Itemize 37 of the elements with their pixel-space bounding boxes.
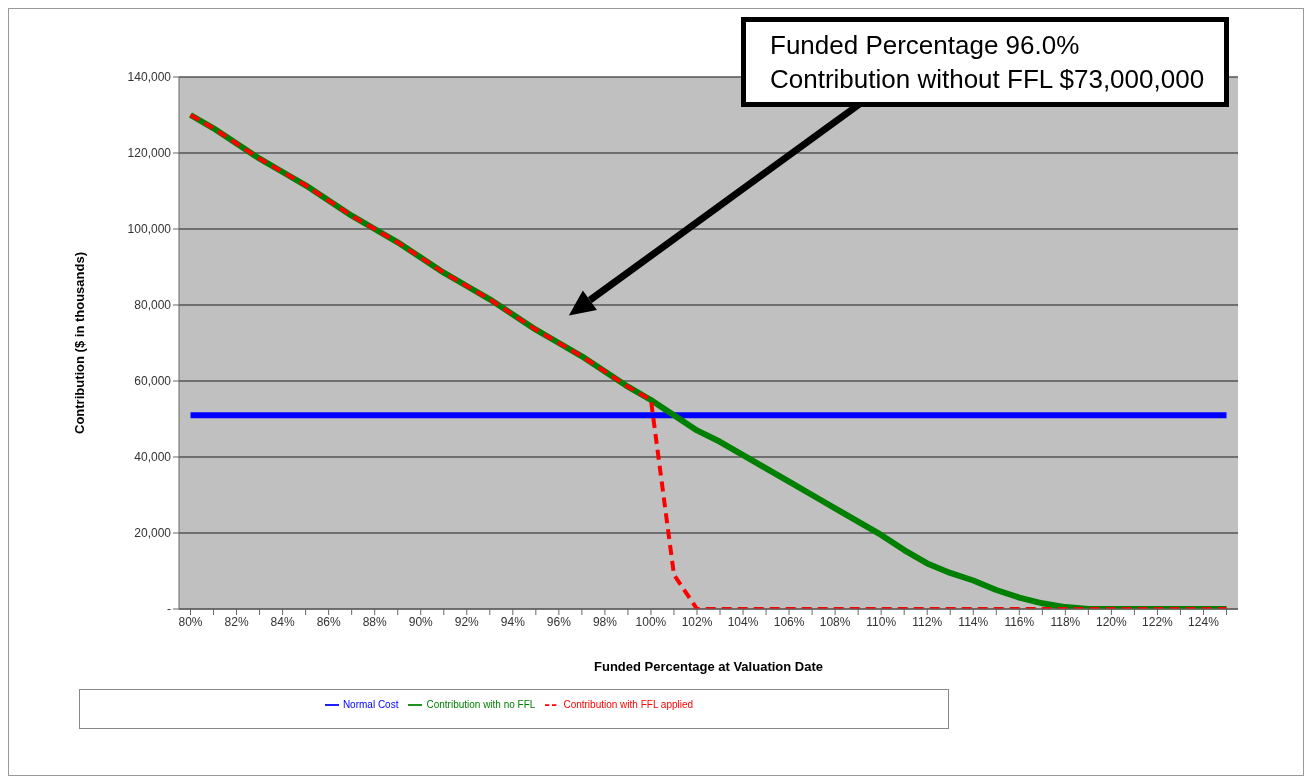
x-tick-label: 94% [500,614,526,629]
x-tick-label: 90% [408,614,434,629]
x-tick-label: 84% [270,614,295,629]
y-tick-label: 140,000 [127,70,172,85]
x-tick-label: 112% [912,614,943,629]
x-tick-label: 92% [454,614,480,629]
x-tick-label: 116% [1004,614,1035,629]
x-tick-label: 114% [958,614,989,629]
y-tick-label: 20,000 [134,526,172,541]
x-tick-label: 86% [316,614,341,629]
x-tick-label: 118% [1050,614,1081,629]
x-tick-label: 82% [224,614,249,629]
x-tick-label: 108% [819,614,851,629]
annotation: Funded Percentage 96.0% Contribution without FFL $73,000,000 [741,17,1230,107]
legend-label: Contribution with FFL applied [563,698,694,710]
x-tick-label: 98% [592,614,618,629]
y-tick-label: 100,000 [127,222,172,237]
legend-label: Contribution with no FFL [426,698,536,710]
y-tick-label: 60,000 [134,374,172,389]
x-tick-label: 100% [635,614,667,629]
y-tick-label: - [167,602,171,617]
x-tick-label: 104% [727,614,759,629]
y-tick-label: 120,000 [127,146,172,161]
x-tick-label: 88% [362,614,388,629]
legend-label: Normal Cost [342,698,399,710]
y-tick-label: 40,000 [134,450,172,465]
x-tick-label: 110% [866,614,897,629]
x-tick-label: 106% [773,614,805,629]
x-axis-title: Funded Percentage at Valuation Date [594,659,823,674]
x-tick-label: 96% [546,614,572,629]
y-axis-title: Contribution ($ in thousands) [71,252,87,434]
x-tick-label: 122% [1142,614,1174,629]
x-tick-label: 80% [178,614,203,629]
x-tick-label: 124% [1188,614,1220,629]
y-tick-label: 80,000 [134,298,172,313]
x-tick-label: 102% [681,614,713,629]
x-tick-label: 120% [1096,614,1128,629]
